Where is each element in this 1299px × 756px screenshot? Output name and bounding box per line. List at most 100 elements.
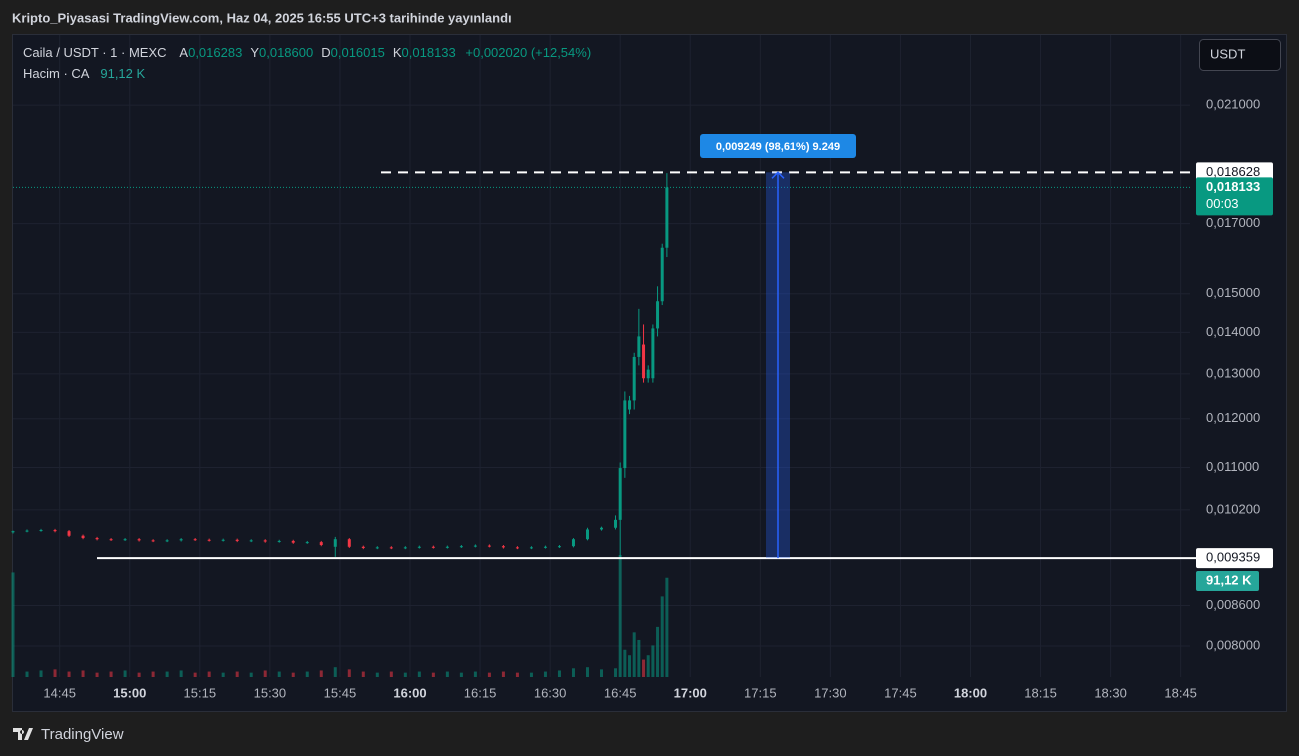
candle-body (487, 545, 491, 547)
plot (11, 173, 669, 677)
legend-key: Y (250, 45, 259, 60)
legend-value: 0,016015 (331, 45, 385, 60)
volume-bar (665, 577, 669, 677)
measure-box (700, 134, 856, 158)
y-tick-label: 0,015000 (1206, 285, 1260, 300)
candle-body (235, 539, 239, 541)
y-tick-label: 0,010200 (1206, 501, 1260, 516)
candle-body (95, 538, 99, 540)
x-tick-label: 17:00 (674, 685, 707, 700)
volume-bar (515, 672, 519, 677)
volume-bar (529, 672, 533, 677)
candle-body (137, 539, 141, 541)
x-tick-label: 16:15 (464, 685, 497, 700)
candle-body (263, 540, 267, 542)
y-tick-label: 0,017000 (1206, 215, 1260, 230)
currency-button-label[interactable]: USDT (1210, 46, 1245, 61)
volume-bar (656, 626, 660, 677)
volume-bar (347, 669, 351, 677)
volume-bar (642, 659, 646, 677)
y-tick-label: 0,014000 (1206, 324, 1260, 339)
volume-bar (628, 655, 632, 677)
candle-body (305, 542, 309, 544)
header: Kripto_Piyasasi TradingView.com, Haz 04,… (12, 10, 512, 25)
candle-body (53, 530, 57, 532)
candle-body (291, 540, 295, 543)
volume-bar (277, 671, 281, 677)
volume-bar (151, 671, 155, 677)
y-tick-label: 0,013000 (1206, 365, 1260, 380)
legend-row: Caila / USDT · 1 · MEXC A0,016283 Y0,0186… (23, 45, 591, 60)
candle-body (618, 468, 622, 520)
volume-bar (501, 671, 505, 677)
volume-bar (632, 632, 636, 677)
volume-bar (81, 670, 85, 677)
x-tick-label: 18:00 (954, 685, 987, 700)
volume-bar (207, 671, 211, 677)
volume-bar (637, 639, 641, 677)
candle-body (614, 519, 618, 528)
volume-bar (459, 672, 463, 677)
volume-bar (179, 670, 183, 677)
candle-body (151, 540, 155, 542)
candle-body (417, 546, 421, 548)
y-tick-label: 0,012000 (1206, 410, 1260, 425)
candle-body (600, 527, 603, 530)
x-tick-label: 17:30 (814, 685, 847, 700)
legend-row: Hacim · CA 91,12 K (23, 66, 146, 81)
volume-bar (263, 670, 267, 677)
price-tag-label: 0,009359 (1206, 550, 1260, 565)
legend-value: 0,018133 (402, 45, 456, 60)
candle-body (25, 530, 29, 532)
candle-body (628, 400, 632, 410)
legend-ohlc: A0,016283 Y0,018600 D0,016015 K0,018133 (179, 45, 455, 60)
volume-bar (557, 670, 561, 677)
candle-body (571, 539, 575, 547)
last-price-label: 0,018133 (1206, 179, 1260, 194)
volume-bar (249, 672, 253, 677)
currency-button[interactable] (1199, 39, 1281, 71)
volume-tag (1196, 571, 1259, 591)
candle-body (39, 530, 43, 532)
x-tick-label: 18:30 (1094, 685, 1127, 700)
candle-body (543, 546, 547, 548)
price-tag-label: 0,018628 (1206, 164, 1260, 179)
volume-bar (651, 645, 655, 677)
candle-body (277, 540, 281, 542)
candle-body (665, 187, 669, 248)
measure-arrow (771, 171, 785, 179)
overlay: 0,021000 0,017000 0,015000 0,014000 0,013000… (13, 97, 1273, 700)
candle-body (221, 539, 225, 541)
volume-bar (137, 672, 141, 677)
volume-bar (221, 672, 225, 677)
candle-body (179, 539, 183, 541)
volume-bar (25, 671, 29, 677)
volume-bar (431, 672, 435, 677)
volume-bar (305, 671, 309, 677)
candle-body (651, 328, 655, 379)
volume-bar (361, 671, 365, 677)
volume-bar (403, 672, 407, 677)
volume-bar (11, 572, 15, 677)
candle-body (632, 356, 636, 401)
volume-bar (375, 672, 379, 677)
volume-bar (417, 671, 421, 677)
x-tick-label: 16:30 (534, 685, 567, 700)
y-tick-label: 0,008000 (1206, 637, 1260, 652)
x-tick-label: 15:00 (113, 685, 146, 700)
legend-key: K (393, 45, 402, 60)
price-tag (1196, 162, 1273, 183)
volume-bar (193, 672, 197, 677)
candle-body (646, 369, 650, 379)
price-tag (1196, 548, 1273, 569)
candle-body (193, 539, 197, 541)
candle-body (319, 542, 323, 546)
candle-body (81, 535, 85, 539)
volume-bar (623, 649, 627, 677)
candle-body (557, 546, 561, 548)
volume-bar (389, 671, 393, 677)
candle-body (642, 344, 646, 379)
candle-body (109, 539, 113, 541)
candle-body (623, 400, 627, 469)
legend-change: +0,002020 (+12,54%) (465, 45, 591, 60)
